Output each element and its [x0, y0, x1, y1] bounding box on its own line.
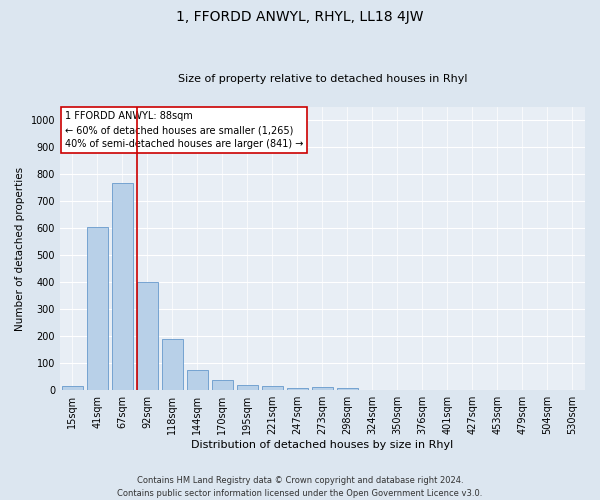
Y-axis label: Number of detached properties: Number of detached properties [15, 166, 25, 330]
Title: Size of property relative to detached houses in Rhyl: Size of property relative to detached ho… [178, 74, 467, 84]
Bar [137, 282, 158, 390]
Text: 1, FFORDD ANWYL, RHYL, LL18 4JW: 1, FFORDD ANWYL, RHYL, LL18 4JW [176, 10, 424, 24]
Text: Contains HM Land Registry data © Crown copyright and database right 2024.
Contai: Contains HM Land Registry data © Crown c… [118, 476, 482, 498]
Bar [112, 182, 133, 390]
Bar [162, 339, 183, 390]
Bar [87, 227, 108, 390]
Bar [62, 386, 83, 390]
Bar [262, 386, 283, 390]
Text: 1 FFORDD ANWYL: 88sqm
← 60% of detached houses are smaller (1,265)
40% of semi-d: 1 FFORDD ANWYL: 88sqm ← 60% of detached … [65, 111, 304, 149]
Bar [337, 388, 358, 390]
Bar [187, 370, 208, 390]
Bar [287, 388, 308, 390]
Bar [212, 380, 233, 390]
X-axis label: Distribution of detached houses by size in Rhyl: Distribution of detached houses by size … [191, 440, 454, 450]
Bar [237, 386, 258, 390]
Bar [312, 387, 333, 390]
